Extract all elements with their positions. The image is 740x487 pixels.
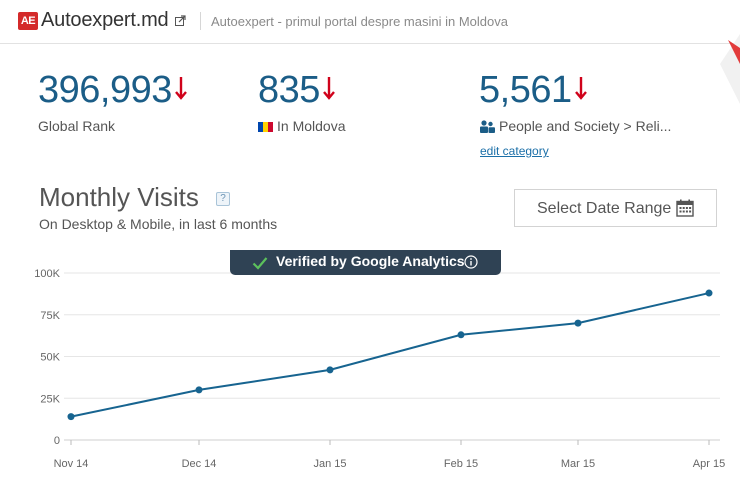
- category-rank-block: 5,561 People and Society > Reli...: [479, 68, 671, 134]
- global-rank-value: 396,993: [38, 69, 172, 111]
- global-rank-label: Global Rank: [38, 118, 116, 134]
- data-point[interactable]: [326, 366, 334, 374]
- x-tick-label: Feb 15: [444, 458, 478, 470]
- y-tick-label: 75K: [40, 310, 60, 322]
- check-icon: [252, 257, 268, 270]
- monthly-visits-chart: 0 25K 50K 75K 100K Nov 14 Dec 14 Jan 15 Feb 15 M…: [34, 268, 725, 470]
- monthly-visits-subtitle: On Desktop & Mobile, in last 6 months: [39, 216, 278, 232]
- y-tick-label: 50K: [40, 352, 60, 364]
- site-logo: AE: [18, 12, 38, 30]
- data-point[interactable]: [457, 331, 465, 339]
- help-icon[interactable]: ?: [216, 192, 230, 206]
- verified-ga-badge: Verified by Google Analytics: [230, 250, 501, 275]
- x-tick-label: Jan 15: [313, 458, 346, 470]
- edit-category-link[interactable]: edit category: [480, 144, 549, 158]
- data-point[interactable]: [195, 386, 203, 394]
- category-rank-label: People and Society > Reli...: [499, 118, 672, 134]
- y-tick-label: 100K: [34, 268, 60, 280]
- data-point[interactable]: [705, 289, 713, 297]
- rank-down-arrow-icon: [322, 77, 335, 100]
- select-date-range-label: Select Date Range: [537, 200, 672, 217]
- rank-down-arrow-icon: [174, 77, 187, 100]
- verified-ga-text: Verified by Google Analytics: [276, 253, 465, 269]
- global-rank-block: 396,993 Global Rank: [38, 68, 187, 134]
- country-rank-label: In Moldova: [277, 118, 346, 134]
- y-tick-label: 0: [54, 435, 60, 447]
- rank-down-arrow-icon: [574, 77, 587, 100]
- moldova-flag-icon: [258, 122, 273, 132]
- category-rank-value: 5,561: [479, 69, 572, 111]
- country-rank-value: 835: [258, 69, 320, 111]
- header-divider: [200, 12, 201, 30]
- x-tick-label: Dec 14: [182, 458, 217, 470]
- country-rank-block: 835 In Moldova: [258, 68, 345, 134]
- data-point[interactable]: [67, 413, 75, 421]
- site-description: Autoexpert - primul portal despre masini…: [211, 14, 508, 29]
- site-name[interactable]: Autoexpert.md: [41, 9, 169, 31]
- monthly-visits-title: Monthly Visits: [39, 182, 199, 212]
- site-header: AE Autoexpert.md Autoexpert - primul por…: [0, 0, 740, 44]
- external-link-icon[interactable]: [175, 15, 186, 26]
- corner-ribbon-decoration: [720, 34, 740, 104]
- people-category-icon: [480, 120, 495, 133]
- select-date-range-button[interactable]: Select Date Range: [514, 189, 717, 227]
- y-tick-label: 25K: [40, 393, 60, 405]
- x-tick-label: Mar 15: [561, 458, 595, 470]
- calendar-icon: [676, 199, 694, 217]
- info-icon[interactable]: [464, 255, 478, 269]
- x-tick-label: Apr 15: [693, 458, 725, 470]
- x-tick-label: Nov 14: [54, 458, 89, 470]
- visits-series-line: [70, 292, 710, 418]
- data-point[interactable]: [574, 319, 582, 327]
